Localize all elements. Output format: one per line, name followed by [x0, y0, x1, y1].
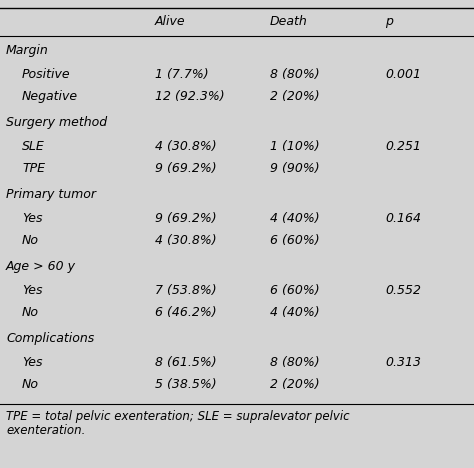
Text: Positive: Positive [22, 68, 71, 81]
Text: Negative: Negative [22, 90, 78, 103]
Text: Yes: Yes [22, 284, 43, 297]
Text: Yes: Yes [22, 356, 43, 369]
Text: 8 (80%): 8 (80%) [270, 68, 319, 81]
Text: 4 (30.8%): 4 (30.8%) [155, 140, 217, 153]
Text: 12 (92.3%): 12 (92.3%) [155, 90, 225, 103]
Text: p: p [385, 15, 393, 28]
Text: 8 (61.5%): 8 (61.5%) [155, 356, 217, 369]
Text: TPE = total pelvic exenteration; SLE = supralevator pelvic: TPE = total pelvic exenteration; SLE = s… [6, 410, 350, 423]
Text: Death: Death [270, 15, 308, 28]
Text: Primary tumor: Primary tumor [6, 188, 96, 201]
Text: exenteration.: exenteration. [6, 424, 85, 437]
Text: 4 (40%): 4 (40%) [270, 306, 319, 319]
Text: 2 (20%): 2 (20%) [270, 378, 319, 391]
Text: 8 (80%): 8 (80%) [270, 356, 319, 369]
Text: No: No [22, 306, 39, 319]
Text: Alive: Alive [155, 15, 186, 28]
Text: 1 (10%): 1 (10%) [270, 140, 319, 153]
Text: 7 (53.8%): 7 (53.8%) [155, 284, 217, 297]
Text: 6 (60%): 6 (60%) [270, 284, 319, 297]
Text: TPE: TPE [22, 162, 45, 175]
Text: 9 (90%): 9 (90%) [270, 162, 319, 175]
Text: 5 (38.5%): 5 (38.5%) [155, 378, 217, 391]
Text: 4 (30.8%): 4 (30.8%) [155, 234, 217, 247]
Text: Surgery method: Surgery method [6, 116, 107, 129]
Text: 1 (7.7%): 1 (7.7%) [155, 68, 209, 81]
Text: 2 (20%): 2 (20%) [270, 90, 319, 103]
Text: 0.001: 0.001 [385, 68, 421, 81]
Text: 0.552: 0.552 [385, 284, 421, 297]
Text: No: No [22, 234, 39, 247]
Text: 4 (40%): 4 (40%) [270, 212, 319, 225]
Text: 0.313: 0.313 [385, 356, 421, 369]
Text: No: No [22, 378, 39, 391]
Text: 9 (69.2%): 9 (69.2%) [155, 162, 217, 175]
Text: 0.251: 0.251 [385, 140, 421, 153]
Text: Complications: Complications [6, 332, 94, 345]
Text: 6 (60%): 6 (60%) [270, 234, 319, 247]
Text: SLE: SLE [22, 140, 45, 153]
Text: 6 (46.2%): 6 (46.2%) [155, 306, 217, 319]
Text: Age > 60 y: Age > 60 y [6, 260, 76, 273]
Text: Margin: Margin [6, 44, 49, 57]
Text: 9 (69.2%): 9 (69.2%) [155, 212, 217, 225]
Text: Yes: Yes [22, 212, 43, 225]
Text: 0.164: 0.164 [385, 212, 421, 225]
